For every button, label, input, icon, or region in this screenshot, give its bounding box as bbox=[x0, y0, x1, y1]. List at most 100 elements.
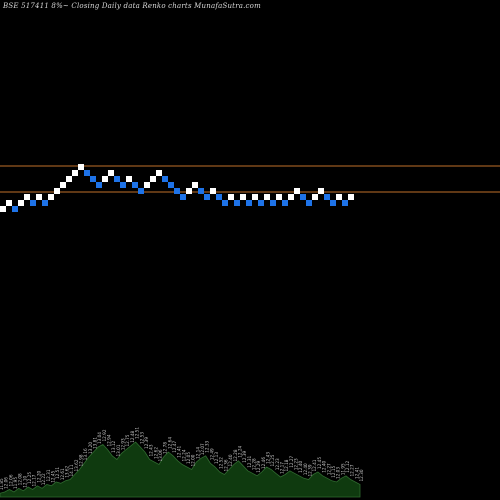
renko-brick-down bbox=[300, 194, 306, 200]
renko-brick-up bbox=[36, 194, 42, 200]
volume-label: 12.40 bbox=[228, 454, 233, 466]
volume-label: 12.28 bbox=[233, 449, 238, 461]
volume-label: 12.20 bbox=[36, 470, 41, 482]
volume-label: 12.29 bbox=[256, 460, 261, 472]
volume-label: 12.40 bbox=[298, 460, 303, 472]
renko-brick-down bbox=[282, 200, 288, 206]
renko-brick-up bbox=[294, 188, 300, 194]
volume-label: 13.06 bbox=[158, 449, 163, 461]
volume-label: 12.39 bbox=[242, 450, 247, 462]
volume-label: 12.36 bbox=[223, 459, 228, 471]
volume-label: 12.07 bbox=[200, 443, 205, 455]
renko-brick-up bbox=[276, 194, 282, 200]
volume-label: 12.27 bbox=[326, 463, 331, 475]
renko-brick-down bbox=[204, 194, 210, 200]
chart-title: BSE 517411 8%~ Closing Daily data Renko … bbox=[3, 2, 261, 10]
volume-label: 12.18 bbox=[284, 459, 289, 471]
volume-label: 12.31 bbox=[46, 469, 51, 481]
renko-brick-down bbox=[270, 200, 276, 206]
renko-brick-up bbox=[48, 194, 54, 200]
renko-brick-up bbox=[102, 176, 108, 182]
renko-brick-down bbox=[330, 200, 336, 206]
renko-brick-up bbox=[348, 194, 354, 200]
renko-brick-down bbox=[120, 182, 126, 188]
renko-brick-up bbox=[288, 194, 294, 200]
renko-brick-up bbox=[72, 170, 78, 176]
volume-label: 12.41 bbox=[177, 445, 182, 457]
renko-brick-up bbox=[66, 176, 72, 182]
renko-brick-up bbox=[24, 194, 30, 200]
volume-label: 12.51 bbox=[135, 427, 140, 439]
volume-label: 12.25 bbox=[270, 454, 275, 466]
renko-brick-down bbox=[234, 200, 240, 206]
renko-brick-down bbox=[84, 170, 90, 176]
renko-brick-up bbox=[210, 188, 216, 194]
volume-label: 12.08 bbox=[18, 473, 23, 485]
renko-brick-up bbox=[318, 188, 324, 194]
renko-brick-down bbox=[258, 200, 264, 206]
volume-label: 12.31 bbox=[247, 455, 252, 467]
volume-label: 14.11 bbox=[69, 464, 74, 476]
volume-label: 12.52 bbox=[219, 457, 224, 469]
renko-brick-up bbox=[6, 200, 12, 206]
volume-label: 12.33 bbox=[205, 440, 210, 452]
renko-brick-down bbox=[114, 176, 120, 182]
volume-area-path bbox=[0, 441, 361, 498]
renko-brick-down bbox=[12, 206, 18, 212]
renko-brick-up bbox=[108, 170, 114, 176]
volume-label: 13.20 bbox=[88, 442, 93, 454]
renko-brick-down bbox=[30, 200, 36, 206]
volume-label: 12.05 bbox=[186, 452, 191, 464]
volume-label: 12.27 bbox=[289, 455, 294, 467]
volume-label: 12.47 bbox=[172, 440, 177, 452]
volume-label: 12.98 bbox=[79, 454, 84, 466]
renko-brick-up bbox=[78, 164, 84, 170]
renko-brick-up bbox=[192, 182, 198, 188]
volume-label: 12.24 bbox=[181, 449, 186, 461]
volume-label: 11.95 bbox=[340, 463, 345, 475]
volume-label: 12.10 bbox=[22, 475, 27, 487]
renko-brick-up bbox=[186, 188, 192, 194]
volume-label: 12.24 bbox=[237, 445, 242, 457]
renko-brick-down bbox=[132, 182, 138, 188]
volume-label: 12.03 bbox=[336, 467, 341, 479]
volume-label: 12.49 bbox=[209, 448, 214, 460]
renko-brick-up bbox=[144, 182, 150, 188]
renko-brick-up bbox=[150, 176, 156, 182]
volume-label: 13.16 bbox=[83, 448, 88, 460]
renko-brick-up bbox=[0, 206, 6, 212]
volume-label: 13.01 bbox=[116, 444, 121, 456]
renko-brick-down bbox=[42, 200, 48, 206]
volume-label: 11.85 bbox=[0, 478, 4, 490]
renko-brick-up bbox=[54, 188, 60, 194]
volume-label: 12.13 bbox=[214, 452, 219, 464]
volume-label: 12.17 bbox=[32, 474, 37, 486]
renko-brick-up bbox=[60, 182, 66, 188]
volume-label: 12.28 bbox=[252, 458, 257, 470]
volume-label: 12.39 bbox=[144, 437, 149, 449]
renko-brick-down bbox=[198, 188, 204, 194]
volume-label: 12.12 bbox=[345, 460, 350, 472]
volume-label: 12.06 bbox=[4, 477, 9, 489]
volume-area bbox=[0, 441, 361, 498]
volume-label: 11.95 bbox=[13, 477, 18, 489]
volume-label: 12.41 bbox=[354, 467, 359, 479]
volume-label: 13.62 bbox=[74, 459, 79, 471]
renko-brick-down bbox=[174, 188, 180, 194]
renko-brick-up bbox=[240, 194, 246, 200]
volume-label: 12.25 bbox=[27, 472, 32, 484]
volume-label: 12.51 bbox=[55, 467, 60, 479]
volume-label: 12.45 bbox=[317, 457, 322, 469]
volume-label: 12.22 bbox=[41, 473, 46, 485]
volume-label: 12.53 bbox=[139, 432, 144, 444]
volume-label: 12.00 bbox=[191, 454, 196, 466]
volume-label: 12.45 bbox=[50, 470, 55, 482]
volume-label: 12.61 bbox=[60, 468, 65, 480]
renko-brick-up bbox=[312, 194, 318, 200]
volume-label: 12.23 bbox=[275, 458, 280, 470]
reference-lines bbox=[0, 165, 500, 193]
volume-label: 12.30 bbox=[359, 469, 364, 481]
volume-label: 12.48 bbox=[130, 430, 135, 442]
renko-brick-down bbox=[96, 182, 102, 188]
renko-brick-up bbox=[252, 194, 258, 200]
